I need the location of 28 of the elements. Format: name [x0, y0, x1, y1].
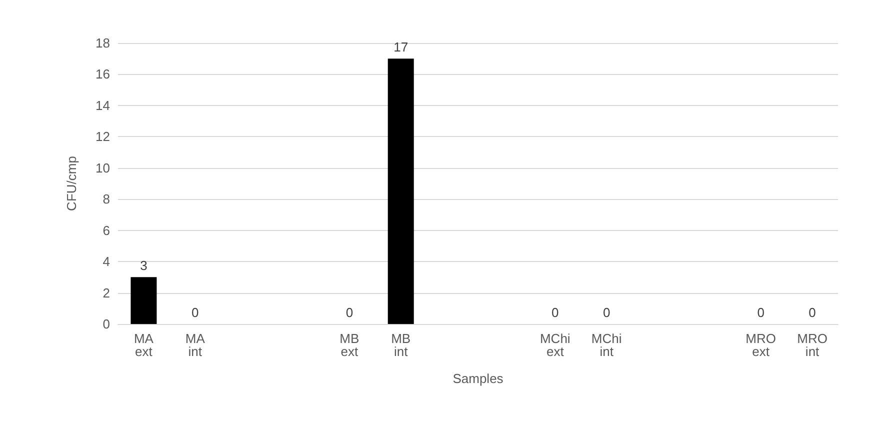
x-tick-label: MChi ext — [540, 331, 570, 359]
y-tick-label: 8 — [102, 192, 110, 207]
y-tick-label: 2 — [102, 285, 110, 300]
y-tick-label: 4 — [102, 254, 110, 270]
x-tick-label: MA ext — [134, 331, 154, 359]
x-axis-title: Samples — [452, 371, 504, 386]
x-tick-label: MChi int — [591, 331, 622, 359]
data-label: 0 — [346, 305, 354, 320]
y-tick-label: 6 — [102, 222, 110, 238]
y-tick-label: 12 — [96, 129, 110, 144]
data-label: 0 — [192, 305, 199, 320]
data-label: 0 — [808, 305, 816, 320]
x-tick-label: MRO int — [797, 331, 828, 359]
y-tick-label: 16 — [96, 66, 110, 82]
data-label: 0 — [602, 305, 610, 320]
y-tick-label: 10 — [96, 160, 110, 176]
data-label: 0 — [757, 305, 764, 320]
x-tick-label: MA int — [185, 331, 206, 359]
x-tick-label: MB ext — [340, 331, 360, 359]
y-tick-label: 18 — [96, 36, 110, 50]
y-axis-title: CFU/cmp — [64, 156, 79, 211]
x-tick-label: MRO ext — [746, 331, 776, 359]
data-label: 0 — [552, 305, 559, 320]
data-label: 17 — [394, 40, 408, 55]
x-tick-label: MB int — [391, 331, 411, 359]
y-tick-label: 14 — [96, 98, 110, 113]
y-tick-label: 0 — [102, 316, 110, 332]
data-label: 3 — [140, 258, 148, 274]
